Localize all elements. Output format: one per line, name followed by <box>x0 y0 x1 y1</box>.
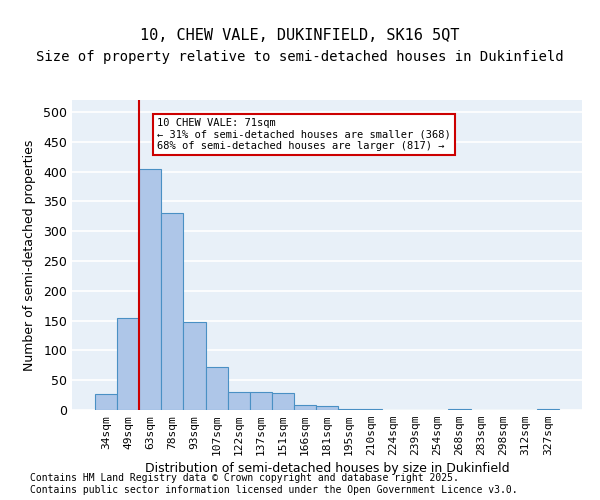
Bar <box>316 406 338 410</box>
Bar <box>139 168 161 410</box>
Bar <box>184 322 206 410</box>
Text: 10, CHEW VALE, DUKINFIELD, SK16 5QT: 10, CHEW VALE, DUKINFIELD, SK16 5QT <box>140 28 460 42</box>
Bar <box>537 409 559 410</box>
Y-axis label: Number of semi-detached properties: Number of semi-detached properties <box>23 140 36 370</box>
Bar <box>161 214 184 410</box>
X-axis label: Distribution of semi-detached houses by size in Dukinfield: Distribution of semi-detached houses by … <box>145 462 509 475</box>
Bar <box>294 405 316 410</box>
Bar <box>250 392 272 410</box>
Bar <box>117 318 139 410</box>
Bar <box>272 392 294 410</box>
Bar <box>227 392 250 410</box>
Bar <box>206 367 227 410</box>
Bar <box>95 394 117 410</box>
Text: Size of property relative to semi-detached houses in Dukinfield: Size of property relative to semi-detach… <box>36 50 564 64</box>
Text: 10 CHEW VALE: 71sqm
← 31% of semi-detached houses are smaller (368)
68% of semi-: 10 CHEW VALE: 71sqm ← 31% of semi-detach… <box>157 118 451 151</box>
Text: Contains HM Land Registry data © Crown copyright and database right 2025.
Contai: Contains HM Land Registry data © Crown c… <box>30 474 518 495</box>
